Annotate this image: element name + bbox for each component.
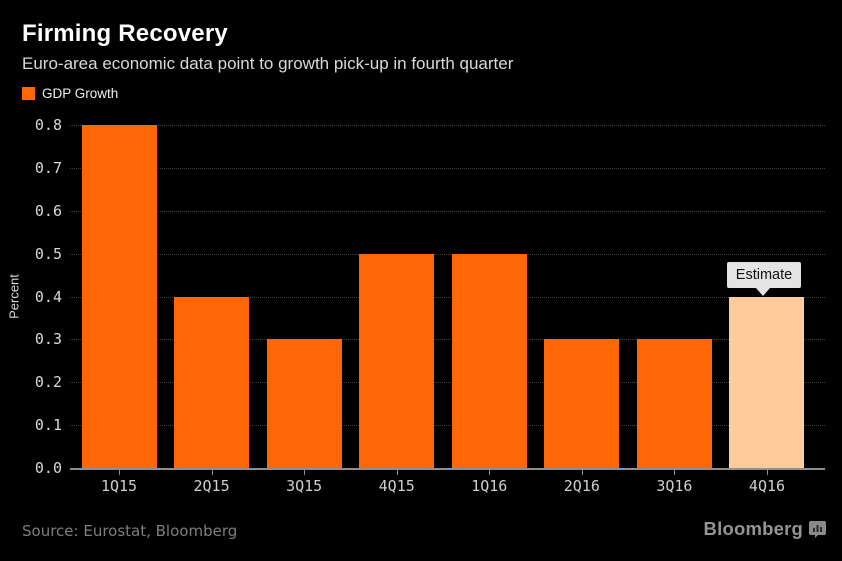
gridline-0.4 xyxy=(70,296,825,298)
x-tick-label-2Q15: 2Q15 xyxy=(193,477,230,495)
bar-3Q16 xyxy=(636,339,712,468)
gridline-0.8 xyxy=(70,125,825,126)
source-text: Source: Eurostat, Bloomberg xyxy=(22,522,238,540)
bar-2Q15 xyxy=(174,296,250,468)
bloomberg-wordmark: Bloomberg xyxy=(703,518,803,539)
legend-swatch-icon xyxy=(22,87,35,100)
bar-1Q15 xyxy=(81,125,157,468)
estimate-callout-pointer-icon xyxy=(756,288,770,296)
bloomberg-terminal-icon xyxy=(809,520,826,538)
bar-4Q16 xyxy=(729,296,805,468)
gridline-0.6 xyxy=(70,210,825,212)
x-tick-mark-4Q15 xyxy=(396,470,398,475)
x-tick-label-1Q16: 1Q16 xyxy=(471,477,508,495)
x-tick-mark-1Q16 xyxy=(489,470,491,475)
chart-subtitle: Euro-area economic data point to growth … xyxy=(22,54,514,73)
x-tick-mark-2Q15 xyxy=(211,470,213,475)
y-tick-label-0.0: 0.0 xyxy=(34,459,62,477)
x-tick-mark-4Q16 xyxy=(766,470,768,475)
y-tick-label-0.2: 0.2 xyxy=(34,373,62,392)
y-tick-label-0.1: 0.1 xyxy=(34,416,62,435)
y-tick-label-0.3: 0.3 xyxy=(34,330,62,349)
gridline-0.2 xyxy=(70,382,825,384)
estimate-callout: Estimate xyxy=(727,262,801,288)
legend-label: GDP Growth xyxy=(42,86,119,101)
x-tick-label-4Q16: 4Q16 xyxy=(748,477,786,495)
gridline-0.7 xyxy=(70,167,825,169)
y-tick-label-0.6: 0.6 xyxy=(34,201,62,220)
x-tick-mark-3Q15 xyxy=(304,470,306,475)
x-tick-label-4Q15: 4Q15 xyxy=(378,477,415,495)
chart-title: Firming Recovery xyxy=(22,20,228,47)
bar-3Q15 xyxy=(266,339,342,468)
y-tick-label-0.4: 0.4 xyxy=(34,287,62,306)
gridline-0.3 xyxy=(70,339,825,341)
bloomberg-logo: Bloomberg xyxy=(704,518,826,540)
y-tick-label-0.8: 0.8 xyxy=(34,116,62,134)
x-tick-label-1Q15: 1Q15 xyxy=(100,477,138,495)
x-tick-mark-2Q16 xyxy=(581,470,583,475)
x-tick-mark-3Q16 xyxy=(674,470,676,475)
x-tick-label-3Q15: 3Q15 xyxy=(286,477,323,495)
bar-4Q15 xyxy=(359,253,435,468)
y-tick-label-0.7: 0.7 xyxy=(34,158,62,177)
x-axis-line xyxy=(70,468,825,470)
x-tick-label-3Q16: 3Q16 xyxy=(656,477,693,495)
bar-2Q16 xyxy=(544,339,620,468)
legend: GDP Growth xyxy=(22,86,118,101)
gridline-0.5 xyxy=(70,253,825,255)
gridline-0.1 xyxy=(70,425,825,427)
bar-1Q16 xyxy=(451,253,527,468)
y-tick-label-0.5: 0.5 xyxy=(34,244,62,263)
x-tick-label-2Q16: 2Q16 xyxy=(563,477,600,495)
x-tick-mark-1Q15 xyxy=(119,470,120,475)
